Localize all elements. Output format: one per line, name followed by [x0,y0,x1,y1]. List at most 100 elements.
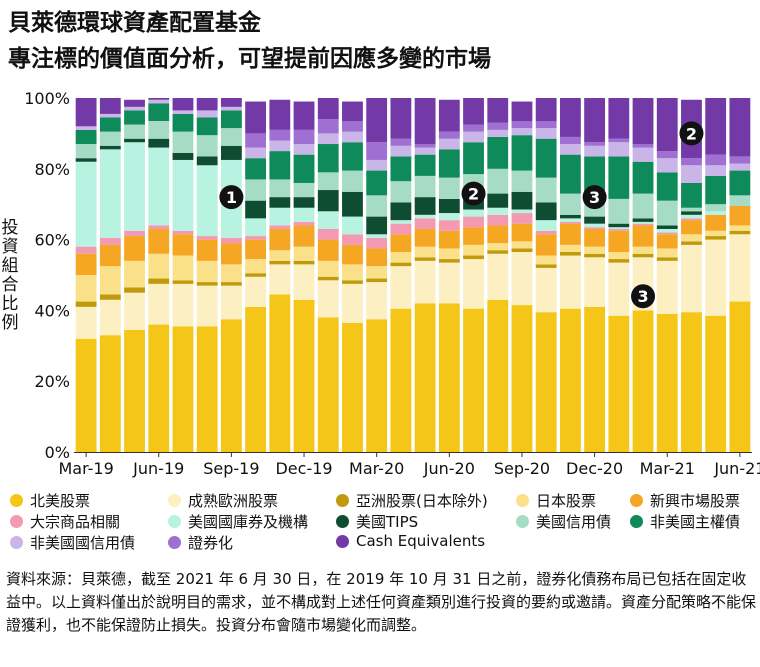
bar-segment [172,255,194,281]
legend-item: 亞洲股票(日本除外) [336,490,488,511]
bar-segment [414,228,436,247]
legend-swatch [336,534,349,548]
bar-segment [608,230,630,252]
bar-segment [438,259,460,263]
bar-segment [511,251,533,306]
bar-segment [293,221,315,226]
bar-segment [463,255,484,260]
bar-segment [584,98,606,143]
bar-segment [317,317,339,452]
bar-segment [414,197,436,215]
legend-label: 成熟歐洲股票 [188,492,279,510]
bar-segment [99,113,121,118]
bar-segment [124,142,145,231]
bar-segment [487,214,509,226]
bar-segment [390,202,412,221]
bar-segment [511,223,533,242]
bar-segment [729,156,751,164]
bar-segment [172,283,194,327]
bar-segment [511,101,533,122]
y-tick-label: 80% [34,160,70,179]
bar-segment [99,149,121,238]
bar-segment [148,138,170,148]
bar-segment [535,177,557,203]
bar-segment [632,225,654,247]
bar-segment [390,156,412,182]
bar-segment [366,248,388,267]
bar-segment [608,227,630,229]
y-axis-label-char: 例 [2,313,19,333]
legend-swatch [630,494,643,507]
bar-segment [681,241,702,245]
bar-segment [414,144,436,148]
bar-segment [438,198,460,214]
bar-segment [366,237,388,249]
legend-item: 大宗商品相關 [10,511,120,532]
legend-label: 非美國國信用債 [30,534,136,552]
legend-label: 證券化 [188,534,234,552]
bar-segment [559,144,581,155]
legend-label: 美國TIPS [356,513,419,531]
bar-segment [75,246,97,254]
bar-segment [99,131,121,146]
legend-item: Cash Equivalents [336,532,485,550]
bar-segment [608,98,630,139]
bar-segment [124,99,145,107]
legend-item: 非美國主權債 [630,511,740,532]
bar-segment [608,223,630,228]
bar-segment [269,264,291,295]
x-tick-label: Mar-21 [640,459,695,478]
bar-segment [729,98,751,157]
bar-segment [124,260,145,288]
chart-subtitle: 專注標的價值面分析，可望提前因應多變的市場 [8,46,491,72]
bar-segment [656,172,678,201]
bar-segment [511,305,533,452]
bar-segment [584,253,606,258]
bar-segment [148,228,170,254]
bar-segment [245,306,267,452]
bar-segment [414,154,436,176]
bar-segment [656,232,678,235]
legend-item: 美國TIPS [336,511,418,532]
bar-segment [75,129,97,145]
bar-segment [317,144,339,173]
bar-segment [75,161,97,247]
bar-segment [390,262,412,267]
bar-segment [487,168,509,194]
chart-title: 貝萊德環球資產配置基金 [8,10,261,36]
bar-segment [608,259,630,263]
bar-segment [705,175,727,205]
legend-swatch [336,515,349,528]
legend-item: 非美國國信用債 [10,532,135,553]
bar-segment [608,251,630,260]
bar-segment [608,138,630,143]
bar-segment [124,287,145,293]
bar-segment [317,190,339,212]
bar-segment [414,260,436,304]
bar-segment [511,248,533,252]
bar-segment [632,193,654,219]
bar-segment [681,218,702,221]
bar-segment [196,236,218,240]
bar-segment [148,99,170,104]
bar-segment [535,128,557,139]
bar-segment [75,98,97,127]
bar-segment [75,338,97,452]
bar-segment [342,170,363,192]
bar-segment [269,140,291,152]
bar-segment [463,216,484,228]
bar-segment [584,228,606,247]
bar-segment [196,282,218,286]
bar-segment [438,230,460,249]
bar-segment [269,260,291,265]
bar-segment [196,135,218,157]
bar-segment [390,266,412,309]
bar-segment [390,145,412,157]
bar-segment [438,177,460,199]
legend-label: 美國國庫券及機構 [188,513,309,531]
bar-segment [656,225,678,229]
bar-segment [99,266,121,295]
bar-segment [293,129,315,145]
bar-segment [269,294,291,452]
bar-segment [438,131,460,139]
